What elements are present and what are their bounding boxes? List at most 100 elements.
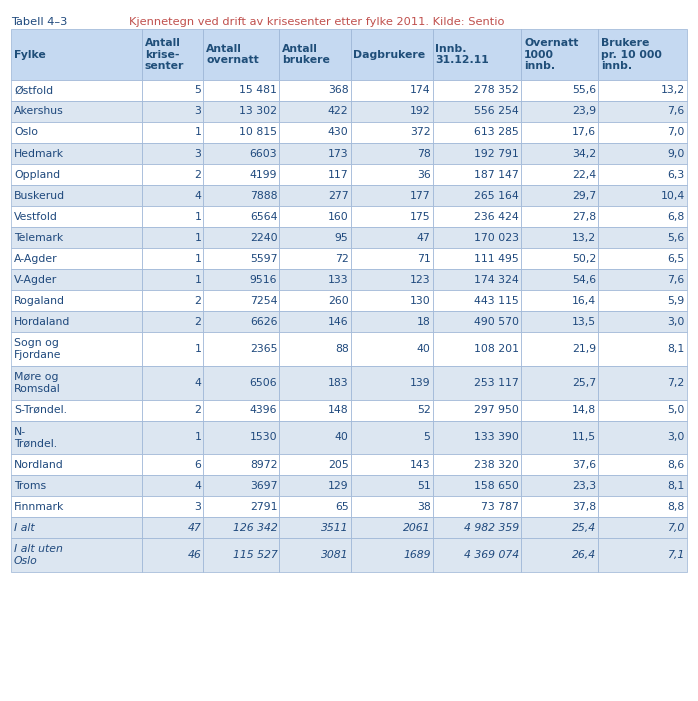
Text: 2: 2 [194, 317, 201, 327]
Text: Møre og
Romsdal: Møre og Romsdal [14, 372, 61, 393]
FancyBboxPatch shape [598, 311, 687, 332]
Text: 277: 277 [328, 191, 348, 200]
FancyBboxPatch shape [11, 101, 142, 122]
FancyBboxPatch shape [11, 475, 142, 496]
Text: 133: 133 [328, 275, 348, 285]
Text: 115 527: 115 527 [232, 550, 277, 560]
Text: I alt: I alt [14, 523, 35, 533]
FancyBboxPatch shape [142, 475, 203, 496]
Text: 11,5: 11,5 [572, 433, 596, 442]
Text: Dagbrukere: Dagbrukere [353, 50, 426, 60]
FancyBboxPatch shape [11, 206, 142, 227]
FancyBboxPatch shape [521, 290, 598, 311]
Text: 148: 148 [328, 405, 348, 415]
Text: Akershus: Akershus [14, 107, 64, 116]
FancyBboxPatch shape [521, 206, 598, 227]
FancyBboxPatch shape [433, 143, 521, 164]
Text: 8972: 8972 [250, 460, 277, 470]
FancyBboxPatch shape [11, 143, 142, 164]
FancyBboxPatch shape [598, 206, 687, 227]
Text: 37,6: 37,6 [572, 460, 596, 470]
Text: Antall
brukere: Antall brukere [282, 44, 330, 65]
FancyBboxPatch shape [279, 206, 350, 227]
Text: 490 570: 490 570 [474, 317, 519, 327]
FancyBboxPatch shape [350, 421, 433, 454]
Text: Oppland: Oppland [14, 170, 60, 179]
Text: Antall
overnatt: Antall overnatt [206, 44, 259, 65]
Text: 5,6: 5,6 [667, 233, 685, 243]
FancyBboxPatch shape [521, 538, 598, 572]
FancyBboxPatch shape [350, 366, 433, 400]
Text: Innb.
31.12.11: Innb. 31.12.11 [436, 44, 489, 65]
FancyBboxPatch shape [11, 29, 142, 80]
FancyBboxPatch shape [598, 454, 687, 475]
FancyBboxPatch shape [521, 366, 598, 400]
FancyBboxPatch shape [521, 454, 598, 475]
Text: 4: 4 [194, 378, 201, 388]
FancyBboxPatch shape [433, 101, 521, 122]
FancyBboxPatch shape [433, 538, 521, 572]
FancyBboxPatch shape [142, 538, 203, 572]
Text: 4: 4 [194, 191, 201, 200]
FancyBboxPatch shape [433, 206, 521, 227]
FancyBboxPatch shape [11, 517, 142, 538]
Text: 2061: 2061 [403, 523, 431, 533]
Text: 260: 260 [328, 296, 348, 306]
FancyBboxPatch shape [203, 332, 279, 366]
Text: 27,8: 27,8 [572, 212, 596, 222]
FancyBboxPatch shape [350, 517, 433, 538]
Text: 170 023: 170 023 [474, 233, 519, 243]
Text: 37,8: 37,8 [572, 502, 596, 512]
FancyBboxPatch shape [11, 311, 142, 332]
Text: N-
Trøndel.: N- Trøndel. [14, 427, 57, 448]
FancyBboxPatch shape [142, 122, 203, 143]
FancyBboxPatch shape [279, 248, 350, 269]
Text: 6,8: 6,8 [667, 212, 685, 222]
FancyBboxPatch shape [142, 248, 203, 269]
FancyBboxPatch shape [521, 185, 598, 206]
FancyBboxPatch shape [279, 29, 350, 80]
FancyBboxPatch shape [11, 496, 142, 517]
FancyBboxPatch shape [433, 227, 521, 248]
Text: 6626: 6626 [250, 317, 277, 327]
Text: 15 481: 15 481 [239, 86, 277, 95]
Text: 3,0: 3,0 [667, 317, 685, 327]
FancyBboxPatch shape [203, 538, 279, 572]
FancyBboxPatch shape [203, 290, 279, 311]
Text: 7,2: 7,2 [667, 378, 685, 388]
Text: 73 787: 73 787 [481, 502, 519, 512]
Text: Østfold: Østfold [14, 86, 53, 95]
FancyBboxPatch shape [203, 206, 279, 227]
FancyBboxPatch shape [521, 400, 598, 421]
FancyBboxPatch shape [203, 496, 279, 517]
FancyBboxPatch shape [11, 227, 142, 248]
FancyBboxPatch shape [350, 400, 433, 421]
FancyBboxPatch shape [433, 80, 521, 101]
FancyBboxPatch shape [598, 185, 687, 206]
FancyBboxPatch shape [350, 164, 433, 185]
Text: 21,9: 21,9 [572, 344, 596, 354]
FancyBboxPatch shape [433, 185, 521, 206]
FancyBboxPatch shape [279, 332, 350, 366]
FancyBboxPatch shape [11, 269, 142, 290]
FancyBboxPatch shape [11, 400, 142, 421]
FancyBboxPatch shape [350, 29, 433, 80]
FancyBboxPatch shape [11, 538, 142, 572]
Text: 6,5: 6,5 [667, 254, 685, 264]
Text: 54,6: 54,6 [572, 275, 596, 285]
FancyBboxPatch shape [598, 143, 687, 164]
Text: 50,2: 50,2 [572, 254, 596, 264]
Text: 3697: 3697 [250, 481, 277, 491]
FancyBboxPatch shape [203, 122, 279, 143]
FancyBboxPatch shape [203, 227, 279, 248]
FancyBboxPatch shape [433, 496, 521, 517]
Text: Nordland: Nordland [14, 460, 64, 470]
FancyBboxPatch shape [350, 332, 433, 366]
Text: 51: 51 [417, 481, 431, 491]
FancyBboxPatch shape [598, 122, 687, 143]
Text: 23,3: 23,3 [572, 481, 596, 491]
Text: 52: 52 [417, 405, 431, 415]
FancyBboxPatch shape [203, 366, 279, 400]
Text: 13,2: 13,2 [572, 233, 596, 243]
Text: Telemark: Telemark [14, 233, 64, 243]
